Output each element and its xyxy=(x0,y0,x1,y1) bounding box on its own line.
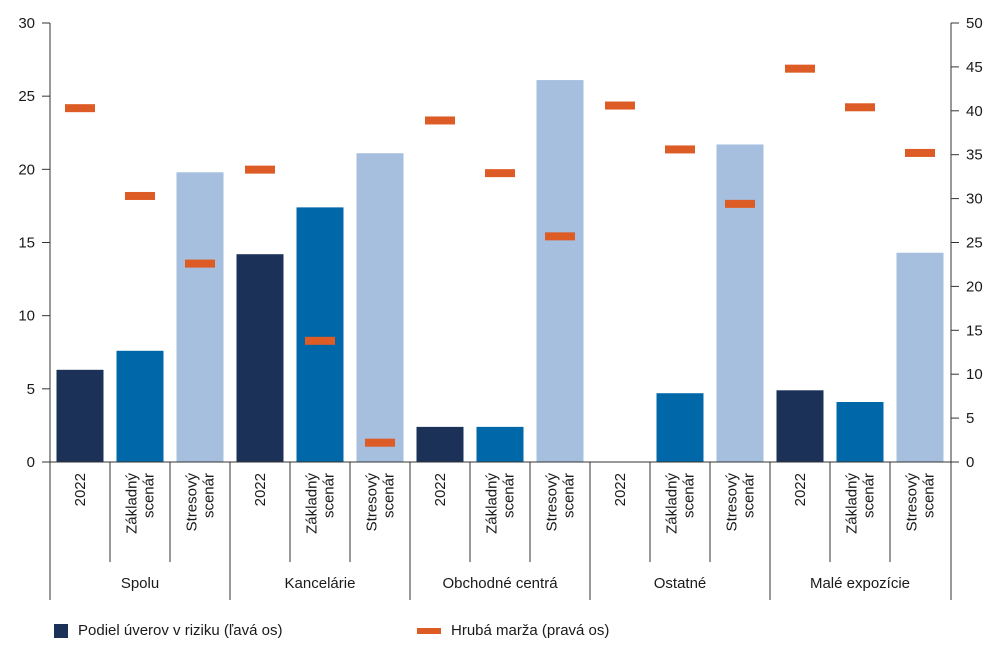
legend-swatch-bars xyxy=(54,623,68,638)
left-tick-label-5: 25 xyxy=(18,88,35,105)
marker-3-1 xyxy=(665,145,695,154)
marker-2-1 xyxy=(485,169,515,178)
bar-2-0 xyxy=(416,426,464,462)
left-tick-label-1: 5 xyxy=(27,381,35,398)
category-label-1-0-0: 2022 xyxy=(252,473,269,506)
marker-3-2 xyxy=(725,199,755,208)
category-labels-layer: 2022 Základný scenár Stresový scenárSpolu202… xyxy=(72,473,938,592)
marker-0-1 xyxy=(125,191,155,200)
marker-1-1 xyxy=(305,336,335,345)
left-tick-label-3: 15 xyxy=(18,235,35,252)
legend-label-bars: Podiel úverov v riziku (ľavá os) xyxy=(78,622,283,639)
right-tick-label-10: 50 xyxy=(966,15,983,32)
category-label-0-1-0: Základný xyxy=(124,473,141,534)
category-label-0-1-1: scenár xyxy=(141,473,158,518)
legend-label-markers: Hrubá marža (pravá os) xyxy=(451,622,610,639)
right-tick-label-1: 5 xyxy=(966,410,974,427)
bar-3-2 xyxy=(716,144,764,462)
marker-1-0 xyxy=(245,165,275,174)
bar-0-1 xyxy=(116,350,164,462)
marker-4-0 xyxy=(785,64,815,73)
left-tick-label-2: 10 xyxy=(18,308,35,325)
category-label-4-2-1: scenár xyxy=(921,473,938,518)
bar-1-0 xyxy=(236,254,284,462)
group-label-2: Obchodné centrá xyxy=(442,575,558,592)
category-label-1-2-0: Stresový xyxy=(364,473,381,532)
bar-2-2 xyxy=(536,80,584,462)
category-label-1-1-0: Základný xyxy=(304,473,321,534)
category-label-0-0-0: 2022 xyxy=(72,473,89,506)
category-label-4-1-0: Základný xyxy=(844,473,861,534)
markers-layer xyxy=(65,64,935,447)
bar-0-0 xyxy=(56,369,104,462)
category-label-3-2-1: scenár xyxy=(741,473,758,518)
bars-layer xyxy=(56,80,944,462)
category-label-3-0-0: 2022 xyxy=(612,473,629,506)
right-tick-label-6: 30 xyxy=(966,191,983,208)
bar-3-1 xyxy=(656,393,704,462)
category-label-2-0-0: 2022 xyxy=(432,473,449,506)
right-tick-label-9: 45 xyxy=(966,59,983,76)
category-label-2-1-0: Základný xyxy=(484,473,501,534)
category-label-3-1-0: Základný xyxy=(664,473,681,534)
legend-swatch-markers xyxy=(417,627,441,634)
category-label-2-2-1: scenár xyxy=(561,473,578,518)
category-label-4-1-1: scenár xyxy=(861,473,878,518)
right-tick-label-2: 10 xyxy=(966,366,983,383)
right-tick-label-5: 25 xyxy=(966,235,983,252)
bar-4-1 xyxy=(836,402,884,462)
right-tick-label-3: 15 xyxy=(966,322,983,339)
group-label-1: Kancelárie xyxy=(285,575,356,592)
group-label-4: Malé expozície xyxy=(810,575,910,592)
bar-1-2 xyxy=(356,153,404,462)
marker-0-0 xyxy=(65,104,95,113)
right-tick-label-4: 20 xyxy=(966,278,983,295)
category-label-4-0-0: 2022 xyxy=(792,473,809,506)
group-label-0: Spolu xyxy=(121,575,159,592)
category-label-3-1-1: scenár xyxy=(681,473,698,518)
right-tick-label-7: 35 xyxy=(966,147,983,164)
group-label-3: Ostatné xyxy=(654,575,707,592)
axes-layer: 0 5 10 15 20 25 30 0 5 10 15 20 25 30 35 40 45 50 xyxy=(18,15,983,600)
marker-2-0 xyxy=(425,116,455,125)
category-label-4-2-0: Stresový xyxy=(904,473,921,532)
legend-item-bars: Podiel úverov v riziku (ľavá os) xyxy=(54,622,282,639)
bar-4-2 xyxy=(896,252,944,462)
marker-4-2 xyxy=(905,148,935,157)
category-label-2-2-0: Stresový xyxy=(544,473,561,532)
category-label-0-2-1: scenár xyxy=(201,473,218,518)
left-tick-label-0: 0 xyxy=(27,454,35,471)
marker-0-2 xyxy=(185,259,215,268)
marker-4-1 xyxy=(845,103,875,112)
bar-4-0 xyxy=(776,390,824,462)
category-label-0-2-0: Stresový xyxy=(184,473,201,532)
category-label-1-1-1: scenár xyxy=(321,473,338,518)
marker-3-0 xyxy=(605,101,635,110)
bar-1-1 xyxy=(296,207,344,462)
right-tick-label-0: 0 xyxy=(966,454,974,471)
legend-item-markers: Hrubá marža (pravá os) xyxy=(417,622,609,639)
bar-0-2 xyxy=(176,172,224,462)
bar-2-1 xyxy=(476,426,524,462)
right-tick-label-8: 40 xyxy=(966,103,983,120)
left-tick-label-6: 30 xyxy=(18,15,35,32)
left-tick-label-4: 20 xyxy=(18,161,35,178)
marker-2-2 xyxy=(545,232,575,241)
category-label-2-1-1: scenár xyxy=(501,473,518,518)
marker-1-2 xyxy=(365,438,395,447)
category-label-1-2-1: scenár xyxy=(381,473,398,518)
category-label-3-2-0: Stresový xyxy=(724,473,741,532)
